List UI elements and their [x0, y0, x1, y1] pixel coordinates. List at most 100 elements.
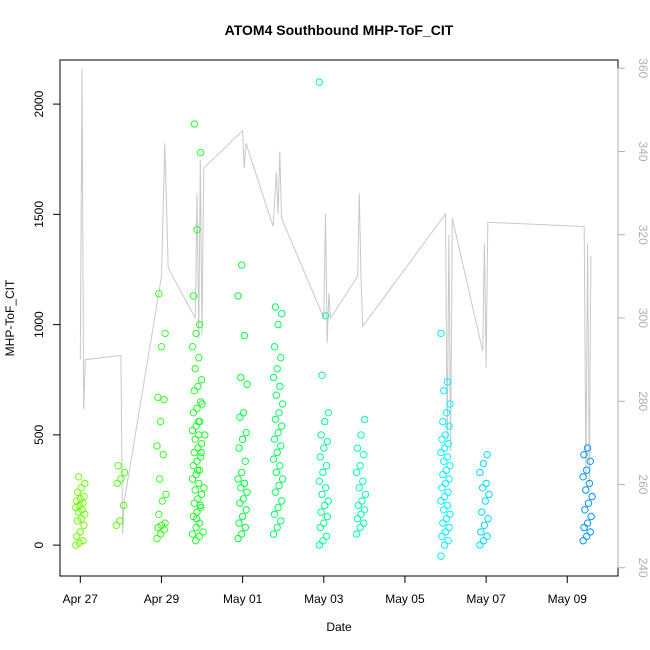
- y-axis: 0 500 1000 1500 2000: [32, 90, 61, 548]
- data-point: [196, 148, 205, 157]
- data-point: [194, 444, 202, 452]
- data-point: [441, 479, 450, 488]
- data-point: [476, 468, 484, 477]
- data-point: [197, 490, 206, 499]
- data-point: [189, 292, 198, 300]
- data-point: [271, 415, 280, 424]
- data-point: [271, 488, 280, 496]
- data-point: [196, 501, 205, 510]
- y-tick-label: 0: [32, 541, 46, 548]
- data-point: [442, 409, 451, 417]
- data-point: [318, 371, 326, 379]
- data-point: [481, 497, 489, 505]
- data-point: [195, 354, 203, 362]
- data-point: [237, 484, 245, 492]
- data-point: [440, 541, 449, 549]
- data-point: [269, 455, 278, 463]
- data-point: [322, 462, 331, 470]
- data-point: [239, 495, 248, 503]
- data-point: [196, 398, 205, 406]
- data-point: [238, 435, 247, 443]
- data-point: [315, 477, 323, 485]
- data-point: [198, 400, 206, 408]
- line-series: [79, 68, 592, 535]
- data-point: [318, 490, 326, 499]
- data-point: [277, 354, 285, 362]
- data-point: [234, 534, 242, 543]
- data-point: [156, 417, 165, 426]
- data-point: [192, 470, 200, 479]
- data-point: [193, 466, 202, 474]
- data-point: [484, 515, 492, 523]
- y2-tick-label: 260: [636, 474, 650, 494]
- y2-axis: 240 260 280 300 320 340 360: [617, 58, 650, 578]
- y-tick-label: 500: [32, 425, 46, 445]
- data-point: [80, 492, 88, 501]
- data-point: [316, 453, 324, 461]
- data-point: [73, 488, 82, 496]
- data-point: [580, 523, 588, 532]
- data-point: [321, 417, 329, 426]
- data-point: [235, 519, 243, 527]
- data-point: [278, 309, 286, 318]
- data-point: [273, 523, 281, 532]
- data-point: [277, 517, 285, 525]
- data-point: [357, 431, 365, 439]
- data-point: [189, 409, 198, 417]
- data-point: [197, 440, 206, 448]
- data-point: [580, 451, 588, 459]
- data-point: [274, 429, 282, 437]
- data-point: [156, 475, 164, 483]
- data-point: [273, 365, 281, 373]
- data-point: [156, 530, 165, 538]
- data-point: [358, 497, 366, 505]
- data-point: [199, 528, 207, 536]
- data-point: [195, 479, 203, 488]
- data-point: [153, 442, 161, 450]
- data-point: [236, 413, 244, 421]
- data-point: [73, 517, 82, 525]
- data-point: [272, 468, 280, 477]
- data-point: [114, 462, 122, 470]
- x-axis: Apr 27 Apr 29 May 01 May 03 May 05 May 07 May …: [63, 575, 587, 606]
- data-point: [190, 448, 199, 457]
- data-point: [113, 479, 122, 488]
- data-point: [193, 404, 201, 413]
- data-point: [353, 444, 362, 452]
- data-point: [437, 497, 445, 505]
- data-point: [157, 343, 166, 351]
- data-point: [446, 462, 454, 470]
- data-point: [482, 479, 490, 488]
- data-point: [76, 495, 85, 503]
- data-point: [197, 448, 205, 457]
- data-point: [238, 512, 247, 521]
- data-point: [188, 343, 197, 351]
- data-point: [157, 521, 166, 529]
- data-point: [440, 444, 449, 452]
- data-point: [587, 512, 595, 521]
- y2-tick-label: 320: [636, 225, 650, 245]
- data-point: [320, 519, 328, 527]
- y-tick-label: 1000: [32, 311, 46, 338]
- data-point: [161, 329, 169, 338]
- data-point: [240, 479, 249, 488]
- data-point: [277, 442, 285, 450]
- y2-tick-label: 240: [636, 558, 650, 578]
- y2-tick-label: 340: [636, 142, 650, 162]
- data-point: [441, 528, 450, 536]
- data-point: [201, 431, 209, 439]
- data-point: [445, 422, 453, 430]
- chart-title: ATOM4 Southbound MHP-ToF_CIT: [225, 22, 454, 38]
- data-point: [241, 523, 250, 532]
- data-point: [485, 490, 493, 499]
- data-point: [317, 431, 325, 439]
- data-point: [588, 492, 596, 501]
- data-point: [443, 453, 451, 461]
- data-point: [275, 409, 283, 417]
- data-point: [442, 466, 451, 474]
- x-tick-label: Apr 27: [63, 592, 99, 606]
- data-point: [360, 415, 369, 424]
- data-point: [275, 481, 283, 490]
- x-tick-label: May 07: [466, 592, 506, 606]
